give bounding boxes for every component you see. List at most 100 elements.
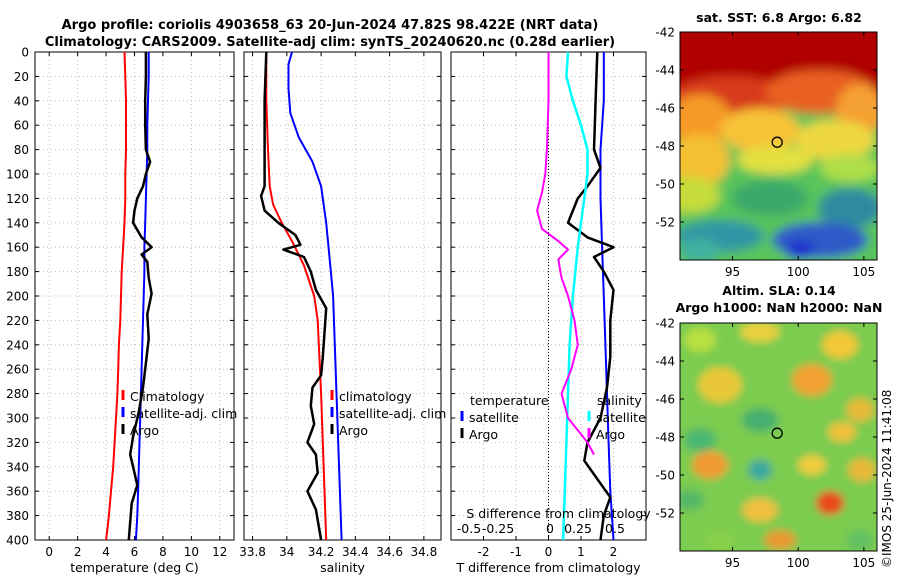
depth-tick-label: 20 bbox=[14, 70, 29, 84]
sla-map-title-line1: Altim. SLA: 0.14 bbox=[722, 283, 836, 298]
salinity-xtick-label: 34.4 bbox=[342, 545, 369, 559]
salinity-legend-label: climatology bbox=[339, 389, 412, 404]
temperature-xtick-label: 8 bbox=[159, 545, 167, 559]
sst_map-lat-label: -52 bbox=[655, 216, 675, 230]
sst_map-lon-label: 105 bbox=[852, 265, 875, 279]
sla_map-lon-label: 105 bbox=[852, 556, 875, 570]
salinity-legend-label: Argo bbox=[339, 423, 368, 438]
temperature-xtick-label: 10 bbox=[184, 545, 199, 559]
temperature-xtick-label: 6 bbox=[131, 545, 139, 559]
salinity-xtick-label: 34.8 bbox=[411, 545, 438, 559]
temperature-xtick-label: 2 bbox=[74, 545, 82, 559]
sla_map-lat-label: -50 bbox=[655, 469, 675, 483]
difference-secondary-xtick-label: -0.25 bbox=[482, 521, 514, 536]
difference-legend-label: Argo bbox=[469, 427, 498, 442]
depth-tick-label: 220 bbox=[6, 314, 29, 328]
sla-map-title-line2: Argo h1000: NaN h2000: NaN bbox=[676, 300, 883, 315]
difference-secondary-axis-label: S difference from climatology bbox=[466, 506, 651, 521]
difference-legend-label: satellite bbox=[596, 410, 646, 425]
sst_map-lat-label: -46 bbox=[655, 102, 675, 116]
depth-tick-label: 160 bbox=[6, 241, 29, 255]
difference-xlabel: T difference from climatology bbox=[455, 560, 641, 575]
sst-heatmap bbox=[680, 32, 877, 260]
sla_map-lat-label: -46 bbox=[655, 393, 675, 407]
salinity-panel: 33.8 34 34.2 34.4 34.6 34.8 salinity climatolog… bbox=[239, 51, 446, 575]
depth-tick-label: 320 bbox=[6, 436, 29, 450]
depth-tick-label: 260 bbox=[6, 363, 29, 377]
sst_map-lon-label: 95 bbox=[725, 265, 740, 279]
salinity-series-climatology bbox=[265, 52, 328, 541]
depth-tick-label: 80 bbox=[14, 143, 29, 157]
depth-tick-label: 200 bbox=[6, 290, 29, 304]
depth-tick-label: 60 bbox=[14, 119, 29, 133]
difference-legend-salinity-title: salinity bbox=[597, 393, 642, 408]
temperature-xtick-label: 0 bbox=[45, 545, 53, 559]
sst_map-lat-label: -48 bbox=[655, 140, 675, 154]
sla_map-argo-position-marker bbox=[771, 427, 783, 439]
sla_map-lat-label: -44 bbox=[655, 355, 675, 369]
difference-secondary-xtick-label: -0.5 bbox=[457, 521, 481, 536]
difference-series-salinity-satellite bbox=[561, 51, 589, 541]
difference-secondary-xtick-label: 0 bbox=[546, 521, 554, 536]
sst-map-title: sat. SST: 6.8 Argo: 6.82 bbox=[696, 10, 862, 25]
difference-xtick-label: 0 bbox=[545, 545, 553, 559]
depth-tick-label: 0 bbox=[21, 46, 29, 60]
figure-title-line2: Climatology: CARS2009. Satellite-adj cli… bbox=[45, 35, 615, 50]
depth-tick-label: 360 bbox=[6, 485, 29, 499]
temperature-series-climatology bbox=[105, 51, 127, 541]
sla_map-lat-label: -42 bbox=[655, 317, 675, 331]
difference-series-temperature-argo bbox=[566, 51, 615, 541]
sla-map-axes: -42 -44 -46 -48 -50 -52 95 100 105 bbox=[655, 317, 877, 570]
temperature-xtick-label: 12 bbox=[212, 545, 227, 559]
depth-tick-label: 340 bbox=[6, 460, 29, 474]
sst_map-lat-label: -44 bbox=[655, 64, 675, 78]
sst_map-lat-label: -50 bbox=[655, 178, 675, 192]
salinity-series-satellite-adj-clim bbox=[287, 51, 343, 541]
sst-map-axes: -42 -44 -46 -48 -50 -52 95 100 105 bbox=[655, 26, 877, 279]
difference-xtick-label: 2 bbox=[610, 545, 618, 559]
depth-tick-label: 140 bbox=[6, 216, 29, 230]
depth-tick-label: 120 bbox=[6, 192, 29, 206]
sst_map-lat-label: -42 bbox=[655, 26, 675, 40]
salinity-xlabel: salinity bbox=[320, 560, 365, 575]
difference-xtick-label: 1 bbox=[577, 545, 585, 559]
temperature-series-satellite-adj-clim bbox=[134, 52, 150, 541]
depth-tick-label: 40 bbox=[14, 94, 29, 108]
temperature-legend-label: satellite-adj. clim bbox=[130, 406, 237, 421]
sla_map-lat-label: -52 bbox=[655, 507, 675, 521]
salinity-series-argo bbox=[259, 51, 328, 541]
salinity-xtick-label: 34.2 bbox=[308, 545, 335, 559]
sla_map-lon-label: 100 bbox=[787, 556, 810, 570]
difference-legend-temperature-title: temperature bbox=[470, 393, 549, 408]
temperature-xlabel: temperature (deg C) bbox=[70, 560, 199, 575]
difference-legend-label: satellite bbox=[469, 410, 519, 425]
temperature-xtick-label: 4 bbox=[102, 545, 110, 559]
temperature-legend-label: Climatology bbox=[130, 389, 205, 404]
difference-xtick-label: -1 bbox=[510, 545, 522, 559]
depth-tick-label: 380 bbox=[6, 509, 29, 523]
salinity-plot-frame bbox=[243, 51, 442, 541]
temperature-series-argo bbox=[127, 52, 153, 541]
depth-tick-label: 400 bbox=[6, 534, 29, 548]
salinity-xtick-label: 33.8 bbox=[239, 545, 266, 559]
sst_map-lon-label: 100 bbox=[787, 265, 810, 279]
depth-tick-label: 280 bbox=[6, 387, 29, 401]
difference-series-temperature-satellite bbox=[599, 52, 615, 541]
sst_map-argo-position-marker bbox=[771, 136, 783, 148]
imos-watermark: ©IMOS 25-Jun-2024 11:41:08 bbox=[880, 390, 894, 568]
salinity-xtick-label: 34 bbox=[279, 545, 294, 559]
depth-tick-label: 100 bbox=[6, 168, 29, 182]
difference-xtick-label: -2 bbox=[478, 545, 490, 559]
difference-series-salinity-argo bbox=[536, 52, 595, 456]
depth-tick-label: 300 bbox=[6, 412, 29, 426]
sla-heatmap bbox=[680, 323, 877, 551]
depth-tick-label: 240 bbox=[6, 338, 29, 352]
salinity-xtick-label: 34.6 bbox=[376, 545, 403, 559]
depth-tick-label: 180 bbox=[6, 265, 29, 279]
sla_map-lon-label: 95 bbox=[725, 556, 740, 570]
sla_map-lat-label: -48 bbox=[655, 431, 675, 445]
difference-secondary-xtick-label: 0.5 bbox=[605, 521, 625, 536]
figure-title-line1: Argo profile: coriolis 4903658_63 20-Jun… bbox=[62, 18, 599, 33]
